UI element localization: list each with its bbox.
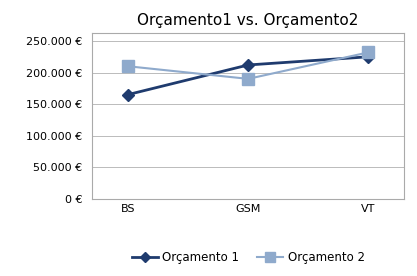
Line: Orçamento 2: Orçamento 2	[122, 47, 374, 84]
Orçamento 2	[246, 77, 251, 81]
Orçamento 2	[126, 65, 131, 68]
Legend: Orçamento 1, Orçamento 2: Orçamento 1, Orçamento 2	[127, 246, 369, 269]
Orçamento 1	[246, 63, 251, 67]
Orçamento 1	[126, 93, 131, 96]
Orçamento 1	[366, 55, 371, 59]
Title: Orçamento1 vs. Orçamento2: Orçamento1 vs. Orçamento2	[138, 13, 359, 28]
Orçamento 2	[366, 51, 371, 54]
Line: Orçamento 1: Orçamento 1	[124, 53, 372, 99]
